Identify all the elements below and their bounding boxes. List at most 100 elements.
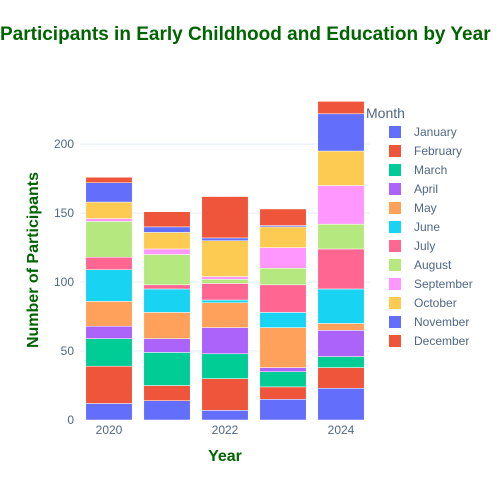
chart-title: Participants in Early Childhood and Educ…	[0, 24, 491, 45]
bar-2023-may	[259, 327, 307, 368]
legend-item-april[interactable]: April	[389, 182, 438, 196]
bar-2023-october	[259, 226, 307, 248]
bar-2023-january	[259, 399, 307, 421]
bar-2024-june	[317, 288, 365, 324]
legend-label-july: July	[414, 239, 435, 253]
legend-item-february[interactable]: February	[389, 144, 462, 158]
bar-2022-february	[201, 378, 249, 411]
y-tick-label-100: 100	[54, 275, 74, 289]
legend-item-may[interactable]: May	[389, 201, 437, 215]
bar-2020-march	[85, 338, 133, 367]
legend-item-august[interactable]: August	[389, 258, 452, 272]
x-tick-label-2022: 2022	[212, 423, 239, 437]
bar-2024-december	[317, 101, 365, 115]
bar-2021-september	[143, 248, 191, 255]
bar-2021-october	[143, 232, 191, 250]
bar-2024-october	[317, 150, 365, 186]
x-tick-label-2020: 2020	[96, 423, 123, 437]
bar-2022-april	[201, 327, 249, 355]
bar-2020-february	[85, 365, 133, 404]
x-tick-label-2024: 2024	[328, 423, 355, 437]
legend-swatch-november	[389, 316, 401, 328]
bar-2023-april	[259, 367, 307, 372]
y-axis-ticks: 0 50 100 150 200	[54, 137, 74, 427]
legend-item-march[interactable]: March	[389, 163, 447, 177]
bar-2024-april	[317, 330, 365, 357]
legend-swatch-january	[389, 126, 401, 138]
bar-2020-may	[85, 301, 133, 327]
legend-swatch-may	[389, 202, 401, 214]
bar-2023-september	[259, 247, 307, 269]
bars	[85, 101, 365, 421]
legend-swatch-december	[389, 335, 401, 347]
legend-swatch-june	[389, 221, 401, 233]
legend-swatch-july	[389, 240, 401, 252]
y-tick-label-0: 0	[67, 413, 74, 427]
bar-2020-june	[85, 269, 133, 302]
bar-2021-february	[143, 385, 191, 401]
bar-2024-september	[317, 185, 365, 225]
x-axis-title: Year	[208, 448, 242, 465]
bar-2024-february	[317, 367, 365, 389]
bar-2024-january	[317, 388, 365, 421]
y-axis-title: Number of Participants	[25, 172, 42, 348]
bar-2020-september	[85, 218, 133, 222]
bar-2023-december	[259, 208, 307, 226]
legend-swatch-april	[389, 183, 401, 195]
legend-label-january: January	[414, 125, 457, 139]
bar-2020-january	[85, 403, 133, 421]
legend: Month January February March April May June Ju…	[366, 105, 473, 348]
legend-item-june[interactable]: June	[389, 220, 440, 234]
bar-2022-june	[201, 299, 249, 304]
legend-label-december: December	[414, 334, 469, 348]
bar-2020-november	[85, 182, 133, 203]
legend-items: January February March April May June July Augu…	[389, 125, 473, 348]
bar-2022-july	[201, 283, 249, 301]
legend-swatch-march	[389, 164, 401, 176]
bar-2021-may	[143, 312, 191, 339]
bar-2022-may	[201, 302, 249, 328]
bar-2021-january	[143, 400, 191, 421]
bar-2022-march	[201, 353, 249, 379]
legend-label-may: May	[414, 201, 437, 215]
legend-swatch-august	[389, 259, 401, 271]
bar-2020-august	[85, 221, 133, 258]
bar-2024-july	[317, 248, 365, 290]
legend-title: Month	[366, 105, 405, 121]
bar-2024-march	[317, 356, 365, 368]
legend-label-september: September	[414, 277, 473, 291]
legend-item-november[interactable]: November	[389, 315, 469, 329]
legend-item-december[interactable]: December	[389, 334, 469, 348]
bar-2024-november	[317, 113, 365, 152]
bar-2022-december	[201, 196, 249, 239]
bar-2022-september	[201, 276, 249, 280]
bar-2020-october	[85, 201, 133, 219]
legend-label-november: November	[414, 315, 469, 329]
legend-item-july[interactable]: July	[389, 239, 435, 253]
bar-2021-april	[143, 338, 191, 353]
bar-2022-august	[201, 279, 249, 284]
bar-2021-december	[143, 211, 191, 228]
bar-2023-february	[259, 386, 307, 400]
legend-item-january[interactable]: January	[389, 125, 457, 139]
bar-2022-november	[201, 237, 249, 241]
y-tick-label-200: 200	[54, 137, 74, 151]
x-axis-ticks: 2020 2022 2024	[96, 423, 355, 437]
bar-2021-july	[143, 284, 191, 290]
bar-2022-january	[201, 410, 249, 421]
legend-item-october[interactable]: October	[389, 296, 457, 310]
y-tick-label-150: 150	[54, 206, 74, 220]
bar-2020-april	[85, 325, 133, 339]
legend-label-august: August	[414, 258, 452, 272]
legend-swatch-february	[389, 145, 401, 157]
bar-2021-august	[143, 254, 191, 286]
bar-2024-may	[317, 323, 365, 331]
legend-item-september[interactable]: September	[389, 277, 473, 291]
legend-label-april: April	[414, 182, 438, 196]
legend-swatch-september	[389, 278, 401, 290]
bar-2023-june	[259, 312, 307, 328]
legend-swatch-october	[389, 297, 401, 309]
bar-2022-october	[201, 240, 249, 277]
